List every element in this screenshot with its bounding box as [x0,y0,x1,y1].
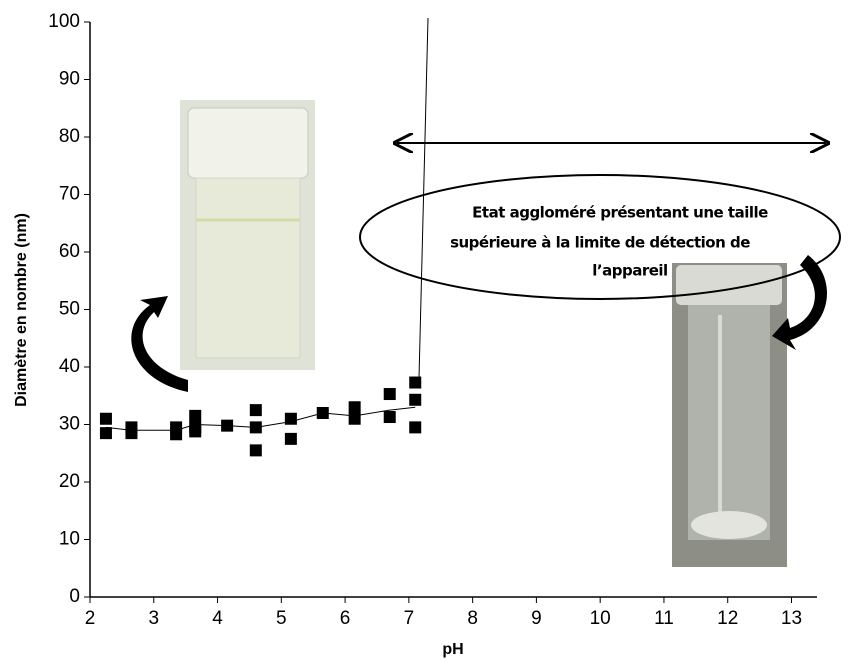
pointer-line [418,17,429,379]
point [409,421,422,434]
point [284,412,297,425]
x-tick-label: 2 [85,608,96,629]
curved-arrow [131,296,188,392]
x-tick-label: 11 [654,608,674,629]
point [348,401,361,414]
y-tick-label: 20 [59,471,80,492]
point [125,427,138,440]
y-tick-label: 40 [59,356,80,377]
y-tick-label: 80 [59,126,80,147]
annotation: Etat aggloméré présentant une taille [472,204,768,222]
point [189,409,202,422]
y-tick-label: 70 [59,184,80,205]
point [284,432,297,445]
x-tick-label: 8 [467,608,478,629]
x-tick-label: 7 [404,608,415,629]
y-tick-label: 60 [59,241,80,262]
x-tick-label: 4 [212,608,223,629]
photo-right [672,263,787,567]
point [348,412,361,425]
y-tick-label: 30 [59,414,80,435]
line [105,406,416,431]
x-tick-label: 10 [590,608,611,629]
y-axis-title: Diamètre en nombre (nm) [13,213,30,407]
point [383,411,396,424]
annotation-ellipse [359,174,841,300]
point [383,388,396,401]
point [249,404,262,417]
point [189,425,202,438]
point [99,412,112,425]
x-tick-label: 9 [531,608,542,629]
annotation: l’appareil [592,262,667,280]
y-tick-label: 90 [59,69,80,90]
x-tick-label: 6 [340,608,351,629]
y-tick-label: 100 [48,11,80,32]
x-tick-label: 3 [148,608,159,629]
point [99,427,112,440]
x-tick-label: 13 [781,608,802,629]
point [170,428,183,441]
annotation: supérieure à la limite de détection de [450,234,750,252]
x-tick-label: 12 [717,608,738,629]
y-tick-label: 0 [69,586,80,607]
point [409,393,422,406]
point [409,376,422,389]
y-tick-label: 10 [59,529,80,550]
curved-arrow [772,255,828,350]
y-tick-label: 50 [59,299,80,320]
photo-left [180,100,315,370]
x-axis-title: pH [442,641,463,658]
x-tick-label: 5 [276,608,287,629]
point [249,444,262,457]
